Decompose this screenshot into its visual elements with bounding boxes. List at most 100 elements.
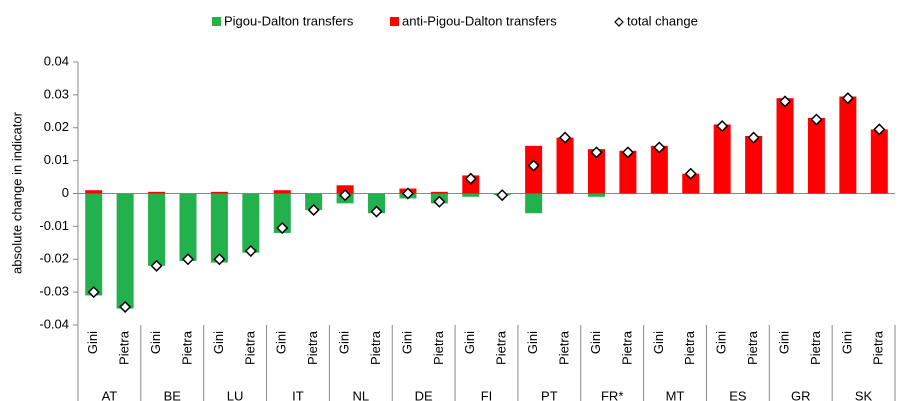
bar xyxy=(85,190,103,194)
x-tick-label: Gini xyxy=(148,331,163,354)
bar xyxy=(587,149,605,194)
legend-marker xyxy=(390,17,399,26)
y-tick-label: -0.01 xyxy=(39,218,69,233)
bar xyxy=(745,135,763,194)
legend-marker xyxy=(212,17,221,26)
total-marker xyxy=(339,189,352,202)
bar xyxy=(462,193,480,197)
group-label: IT xyxy=(292,388,304,401)
group-label: FI xyxy=(481,388,493,401)
x-tick-label: Gini xyxy=(839,331,854,354)
total-marker xyxy=(213,253,226,266)
x-tick-label: Pietra xyxy=(619,330,634,365)
bar xyxy=(148,191,166,194)
total-marker xyxy=(496,189,509,202)
group-label: AT xyxy=(102,388,118,401)
bar xyxy=(179,193,197,261)
bar xyxy=(273,190,291,194)
bar xyxy=(807,117,825,194)
x-tick-label: Gini xyxy=(651,331,666,354)
x-tick-label: Pietra xyxy=(494,330,509,365)
total-marker xyxy=(590,146,603,159)
bar xyxy=(525,193,543,214)
bar xyxy=(587,193,605,197)
total-marker xyxy=(119,300,132,313)
y-tick-label: -0.03 xyxy=(39,284,69,299)
y-tick-label: -0.04 xyxy=(39,316,69,331)
bar xyxy=(210,193,228,263)
total-marker xyxy=(276,221,289,235)
bar xyxy=(430,191,448,194)
total-marker xyxy=(778,95,792,108)
bar xyxy=(713,124,731,194)
total-marker xyxy=(747,131,760,144)
y-tick-label: 0.04 xyxy=(44,53,69,68)
group-label: FR* xyxy=(601,388,623,401)
total-marker xyxy=(150,259,163,272)
group-label: NL xyxy=(352,388,369,401)
x-tick-label: Pietra xyxy=(368,330,383,365)
total-marker xyxy=(307,203,320,216)
x-tick-label: Pietra xyxy=(745,330,760,365)
x-tick-label: Gini xyxy=(274,331,289,354)
x-tick-label: Pietra xyxy=(871,330,886,365)
x-tick-label: Gini xyxy=(714,331,729,354)
bar xyxy=(839,96,857,194)
x-tick-label: Gini xyxy=(588,331,603,354)
x-tick-label: Pietra xyxy=(305,330,320,365)
bar xyxy=(368,193,386,214)
legend-label: Pigou-Dalton transfers xyxy=(224,13,354,28)
bar xyxy=(682,173,700,194)
x-tick-label: Gini xyxy=(776,331,791,354)
total-marker xyxy=(841,92,854,105)
total-marker xyxy=(684,167,697,180)
total-marker xyxy=(401,187,415,200)
group-label: GR xyxy=(791,388,811,401)
group-label: BE xyxy=(164,388,182,401)
total-marker xyxy=(244,244,257,258)
bar xyxy=(619,150,637,194)
bar xyxy=(776,98,794,194)
x-tick-label: Gini xyxy=(399,331,414,354)
total-marker xyxy=(433,195,446,208)
bar xyxy=(305,193,323,210)
total-marker xyxy=(87,286,100,299)
total-marker xyxy=(716,120,729,133)
y-axis-label: absolute change in indicator xyxy=(9,111,24,274)
x-tick-label: Pietra xyxy=(808,330,823,365)
total-marker xyxy=(370,205,383,218)
x-tick-label: Pietra xyxy=(179,330,194,365)
y-tick-label: 0.01 xyxy=(44,152,69,167)
bar xyxy=(210,191,228,194)
bar xyxy=(148,193,166,266)
total-marker xyxy=(653,141,666,154)
total-marker xyxy=(558,131,572,144)
x-tick-label: Pietra xyxy=(431,330,446,365)
y-tick-label: -0.02 xyxy=(39,251,69,266)
legend-marker xyxy=(614,17,624,27)
x-tick-label: Pietra xyxy=(117,330,132,365)
bar xyxy=(242,193,260,253)
bar xyxy=(556,137,574,194)
group-label: LU xyxy=(227,388,244,401)
total-marker xyxy=(527,159,540,172)
total-marker xyxy=(873,123,886,136)
y-tick-label: 0.03 xyxy=(44,86,69,101)
group-label: ES xyxy=(729,388,747,401)
x-tick-label: Pietra xyxy=(682,330,697,365)
x-tick-label: Gini xyxy=(337,331,352,354)
total-marker xyxy=(621,146,634,159)
group-label: SK xyxy=(855,388,873,401)
bar xyxy=(116,193,134,309)
bar xyxy=(870,129,888,194)
bar xyxy=(273,193,291,233)
x-tick-label: Gini xyxy=(85,331,100,354)
group-label: MT xyxy=(666,388,685,401)
total-marker xyxy=(464,172,477,185)
total-marker xyxy=(181,253,195,266)
y-tick-label: 0.02 xyxy=(44,119,69,134)
x-tick-label: Gini xyxy=(525,331,540,354)
bar xyxy=(85,193,103,296)
total-marker xyxy=(810,113,823,126)
